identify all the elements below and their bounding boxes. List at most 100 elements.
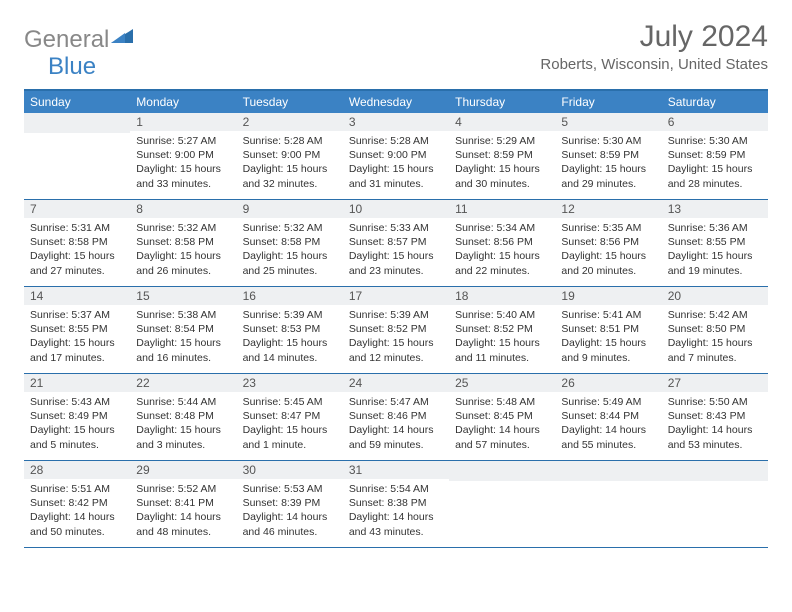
day-line: Sunset: 9:00 PM — [243, 148, 337, 162]
calendar-day-cell: 26Sunrise: 5:49 AMSunset: 8:44 PMDayligh… — [555, 374, 661, 461]
day-number: 14 — [24, 287, 130, 305]
day-number: 4 — [449, 113, 555, 131]
calendar-day-cell: 2Sunrise: 5:28 AMSunset: 9:00 PMDaylight… — [237, 113, 343, 200]
calendar-day-cell: 6Sunrise: 5:30 AMSunset: 8:59 PMDaylight… — [662, 113, 768, 200]
day-line: Daylight: 15 hours and 9 minutes. — [561, 336, 655, 364]
title-block: July 2024 Roberts, Wisconsin, United Sta… — [540, 20, 768, 73]
day-line: Sunset: 9:00 PM — [349, 148, 443, 162]
calendar-day-cell — [24, 113, 130, 200]
calendar-day-cell: 25Sunrise: 5:48 AMSunset: 8:45 PMDayligh… — [449, 374, 555, 461]
day-header: Saturday — [662, 90, 768, 113]
day-number — [555, 461, 661, 481]
calendar-week-row: 28Sunrise: 5:51 AMSunset: 8:42 PMDayligh… — [24, 461, 768, 548]
day-line: Daylight: 15 hours and 29 minutes. — [561, 162, 655, 190]
logo-icon — [111, 22, 133, 50]
day-content: Sunrise: 5:50 AMSunset: 8:43 PMDaylight:… — [662, 392, 768, 456]
day-line: Daylight: 15 hours and 26 minutes. — [136, 249, 230, 277]
day-line: Sunset: 8:44 PM — [561, 409, 655, 423]
day-line: Sunrise: 5:32 AM — [243, 221, 337, 235]
day-line: Sunrise: 5:36 AM — [668, 221, 762, 235]
day-content: Sunrise: 5:30 AMSunset: 8:59 PMDaylight:… — [555, 131, 661, 195]
day-line: Sunrise: 5:29 AM — [455, 134, 549, 148]
calendar-day-cell: 1 Sunrise: 5:27 AMSunset: 9:00 PMDaylight… — [130, 113, 236, 200]
day-header: Tuesday — [237, 90, 343, 113]
day-line: Sunset: 8:59 PM — [561, 148, 655, 162]
day-line: Sunset: 8:52 PM — [455, 322, 549, 336]
calendar-day-cell: 16Sunrise: 5:39 AMSunset: 8:53 PMDayligh… — [237, 287, 343, 374]
day-line: Daylight: 15 hours and 20 minutes. — [561, 249, 655, 277]
day-content — [449, 481, 555, 488]
day-line: Daylight: 14 hours and 43 minutes. — [349, 510, 443, 538]
day-content: Sunrise: 5:45 AMSunset: 8:47 PMDaylight:… — [237, 392, 343, 456]
day-number: 26 — [555, 374, 661, 392]
day-line: Sunrise: 5:40 AM — [455, 308, 549, 322]
day-line: Sunrise: 5:48 AM — [455, 395, 549, 409]
day-number: 30 — [237, 461, 343, 479]
day-line: Sunrise: 5:30 AM — [561, 134, 655, 148]
day-content: Sunrise: 5:28 AMSunset: 9:00 PMDaylight:… — [237, 131, 343, 195]
day-number: 29 — [130, 461, 236, 479]
day-header: Sunday — [24, 90, 130, 113]
day-line: Sunset: 8:53 PM — [243, 322, 337, 336]
calendar-day-cell: 27Sunrise: 5:50 AMSunset: 8:43 PMDayligh… — [662, 374, 768, 461]
calendar-day-cell: 11Sunrise: 5:34 AMSunset: 8:56 PMDayligh… — [449, 200, 555, 287]
day-number: 23 — [237, 374, 343, 392]
day-line: Sunset: 8:58 PM — [243, 235, 337, 249]
calendar-day-cell: 19Sunrise: 5:41 AMSunset: 8:51 PMDayligh… — [555, 287, 661, 374]
day-content: Sunrise: 5:35 AMSunset: 8:56 PMDaylight:… — [555, 218, 661, 282]
calendar-day-cell: 15Sunrise: 5:38 AMSunset: 8:54 PMDayligh… — [130, 287, 236, 374]
day-number: 21 — [24, 374, 130, 392]
day-line: Daylight: 14 hours and 53 minutes. — [668, 423, 762, 451]
day-line: Daylight: 14 hours and 46 minutes. — [243, 510, 337, 538]
day-content: Sunrise: 5:42 AMSunset: 8:50 PMDaylight:… — [662, 305, 768, 369]
day-line: Sunrise: 5:31 AM — [30, 221, 124, 235]
calendar-day-cell: 13Sunrise: 5:36 AMSunset: 8:55 PMDayligh… — [662, 200, 768, 287]
day-line: Sunset: 9:00 PM — [136, 148, 230, 162]
day-number: 27 — [662, 374, 768, 392]
calendar-day-cell: 5Sunrise: 5:30 AMSunset: 8:59 PMDaylight… — [555, 113, 661, 200]
day-line: Daylight: 15 hours and 28 minutes. — [668, 162, 762, 190]
day-number: 15 — [130, 287, 236, 305]
day-line: Sunrise: 5:28 AM — [349, 134, 443, 148]
day-line: Daylight: 15 hours and 19 minutes. — [668, 249, 762, 277]
calendar-table: SundayMondayTuesdayWednesdayThursdayFrid… — [24, 89, 768, 548]
calendar-body: 1Sunrise: 5:27 AMSunset: 9:00 PMDaylight… — [24, 113, 768, 548]
day-line: Daylight: 15 hours and 33 minutes. — [136, 162, 230, 190]
calendar-day-cell — [555, 461, 661, 548]
day-content: Sunrise: 5:29 AMSunset: 8:59 PMDaylight:… — [449, 131, 555, 195]
day-line: Sunrise: 5:54 AM — [349, 482, 443, 496]
day-line: Daylight: 15 hours and 32 minutes. — [243, 162, 337, 190]
day-line: Sunrise: 5:50 AM — [668, 395, 762, 409]
calendar-day-cell: 31Sunrise: 5:54 AMSunset: 8:38 PMDayligh… — [343, 461, 449, 548]
day-line: Sunset: 8:47 PM — [243, 409, 337, 423]
day-line: Daylight: 15 hours and 11 minutes. — [455, 336, 549, 364]
day-number: 24 — [343, 374, 449, 392]
day-number: 17 — [343, 287, 449, 305]
logo-text-general: General — [24, 26, 109, 54]
day-line: Sunrise: 5:43 AM — [30, 395, 124, 409]
day-line: Sunrise: 5:27 AM — [136, 134, 230, 148]
day-line: Sunset: 8:46 PM — [349, 409, 443, 423]
calendar-day-cell: 30Sunrise: 5:53 AMSunset: 8:39 PMDayligh… — [237, 461, 343, 548]
calendar-day-cell: 24Sunrise: 5:47 AMSunset: 8:46 PMDayligh… — [343, 374, 449, 461]
calendar-week-row: 1Sunrise: 5:27 AMSunset: 9:00 PMDaylight… — [24, 113, 768, 200]
day-content: Sunrise: 5:30 AMSunset: 8:59 PMDaylight:… — [662, 131, 768, 195]
day-line: Sunset: 8:56 PM — [455, 235, 549, 249]
calendar-day-cell: 14Sunrise: 5:37 AMSunset: 8:55 PMDayligh… — [24, 287, 130, 374]
day-content — [555, 481, 661, 488]
day-line: Sunrise: 5:51 AM — [30, 482, 124, 496]
day-line: Daylight: 15 hours and 25 minutes. — [243, 249, 337, 277]
day-line: Daylight: 15 hours and 17 minutes. — [30, 336, 124, 364]
day-line: Sunset: 8:59 PM — [668, 148, 762, 162]
day-number: 1 — [130, 113, 236, 131]
day-number: 22 — [130, 374, 236, 392]
calendar-day-cell: 20Sunrise: 5:42 AMSunset: 8:50 PMDayligh… — [662, 287, 768, 374]
day-line: Sunrise: 5:39 AM — [243, 308, 337, 322]
day-line: Sunrise: 5:32 AM — [136, 221, 230, 235]
calendar-day-cell: 22Sunrise: 5:44 AMSunset: 8:48 PMDayligh… — [130, 374, 236, 461]
day-line: Sunset: 8:54 PM — [136, 322, 230, 336]
day-line: Sunset: 8:57 PM — [349, 235, 443, 249]
day-line: Sunrise: 5:28 AM — [243, 134, 337, 148]
day-line: Sunrise: 5:38 AM — [136, 308, 230, 322]
day-content: Sunrise: 5:52 AMSunset: 8:41 PMDaylight:… — [130, 479, 236, 543]
